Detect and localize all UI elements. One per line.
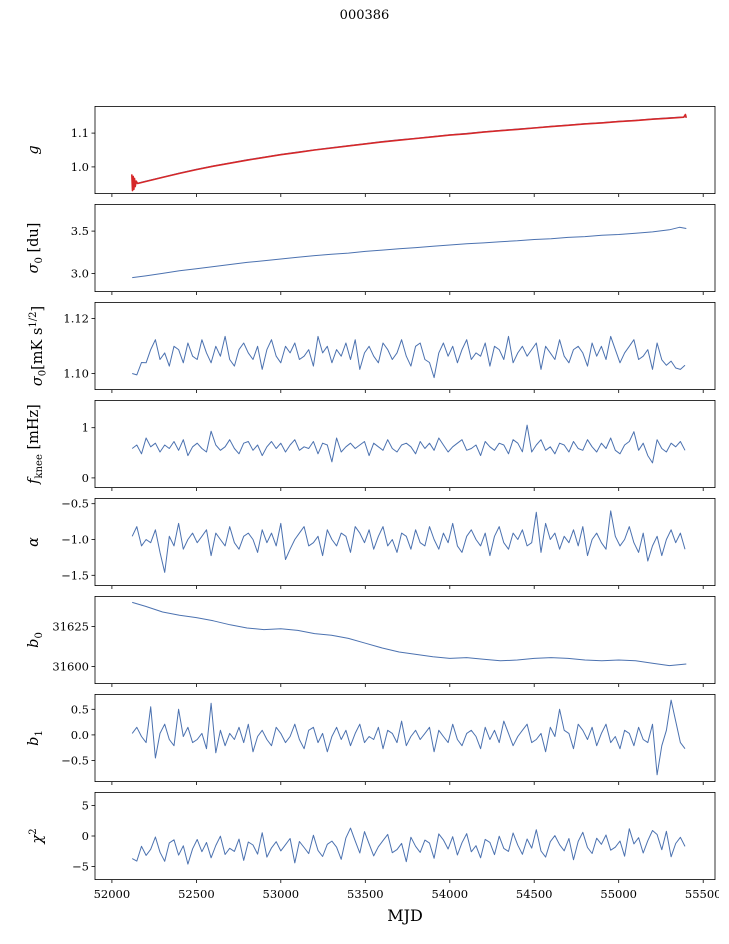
plot-area-b0: 31600 31625	[52, 596, 716, 687]
x-axis-title: MJD	[387, 906, 423, 925]
x-tick-label: 53000	[263, 887, 300, 901]
y-tick-label: 0	[82, 829, 89, 843]
y-axis-label-chi2: χ2	[28, 828, 46, 844]
plot-area-sigma0-du: 3.0 3.5	[71, 204, 716, 295]
axes-border	[94, 106, 716, 194]
x-tick-label: 55500	[685, 887, 719, 901]
plot-area-b1: −0.5 0.0 0.5	[61, 694, 716, 785]
y-tick-label: 0.0	[71, 728, 89, 742]
y-tick-label: −0.5	[61, 754, 89, 768]
axes-border	[94, 498, 716, 586]
x-tick-label: 53500	[347, 887, 384, 901]
series-gain	[132, 116, 687, 185]
y-tick-label: 1.10	[63, 367, 89, 381]
plot-area-sigma0-mk: 1.10 1.12	[63, 302, 716, 393]
plot-area-alpha: −1.5 −1.0 −0.5	[61, 498, 716, 589]
panel-sigma0-du: σ0 [du] 3.0 3.5	[0, 204, 729, 298]
y-tick-label: 1.12	[63, 312, 89, 326]
x-tick-label: 54500	[516, 887, 553, 901]
y-tick-label: 5	[82, 798, 89, 812]
series-b1	[131, 699, 686, 776]
y-tick-label: −1.0	[61, 533, 89, 547]
axes-border	[94, 400, 716, 488]
x-tick-label: 52000	[94, 887, 131, 901]
axes-border	[94, 204, 716, 292]
x-tick-label: 54000	[432, 887, 469, 901]
series-gain-fit	[131, 113, 688, 192]
x-tick-label: 52500	[178, 887, 215, 901]
panel-chi2: χ2 −5 0 5	[0, 792, 729, 886]
plot-area-g: 1.0 1.1	[71, 106, 716, 197]
axes-border	[94, 596, 716, 684]
y-tick-label: 0.5	[71, 702, 89, 716]
series-b0	[132, 601, 687, 667]
axes-border	[94, 792, 716, 880]
y-tick-label: −0.5	[61, 498, 89, 511]
y-tick-label: 1.1	[71, 126, 89, 140]
y-tick-label: 31600	[52, 659, 89, 673]
series-sigma0-mk	[132, 335, 686, 379]
panel-b0: b0 31600 31625	[0, 596, 729, 690]
panel-sigma0-mk: σ0[mK s1/2] 1.10 1.12	[0, 302, 729, 396]
y-tick-label: −5	[72, 860, 89, 874]
y-tick-label: 1.0	[71, 160, 89, 174]
figure-title: 000386	[339, 8, 390, 23]
y-tick-label: 31625	[52, 619, 89, 633]
series-chi2	[131, 827, 686, 865]
axes-border	[94, 694, 716, 782]
y-tick-label: 0	[82, 471, 89, 485]
series-sigma0-du	[132, 226, 687, 279]
x-tick-label: 55000	[600, 887, 637, 901]
y-tick-label: 1	[82, 421, 89, 435]
series-alpha	[131, 510, 686, 573]
plot-area-chi2: −5 0 5	[72, 792, 716, 883]
series-fknee	[131, 424, 686, 464]
plot-area-fknee: 01	[82, 400, 716, 491]
axes-border	[94, 302, 716, 390]
y-tick-label: 3.5	[71, 224, 89, 238]
y-tick-label: 3.0	[71, 266, 89, 280]
panel-g: g 1.0 1.1	[0, 106, 729, 200]
panel-alpha: α −1.5 −1.0 −0.5	[0, 498, 729, 592]
x-axis-tick-labels: 52000 52500 53000 53500 54000 54500 55000 55500	[94, 887, 719, 901]
panel-b1: b1 −0.5 0.0 0.5	[0, 694, 729, 788]
y-tick-label: −1.5	[61, 568, 89, 582]
